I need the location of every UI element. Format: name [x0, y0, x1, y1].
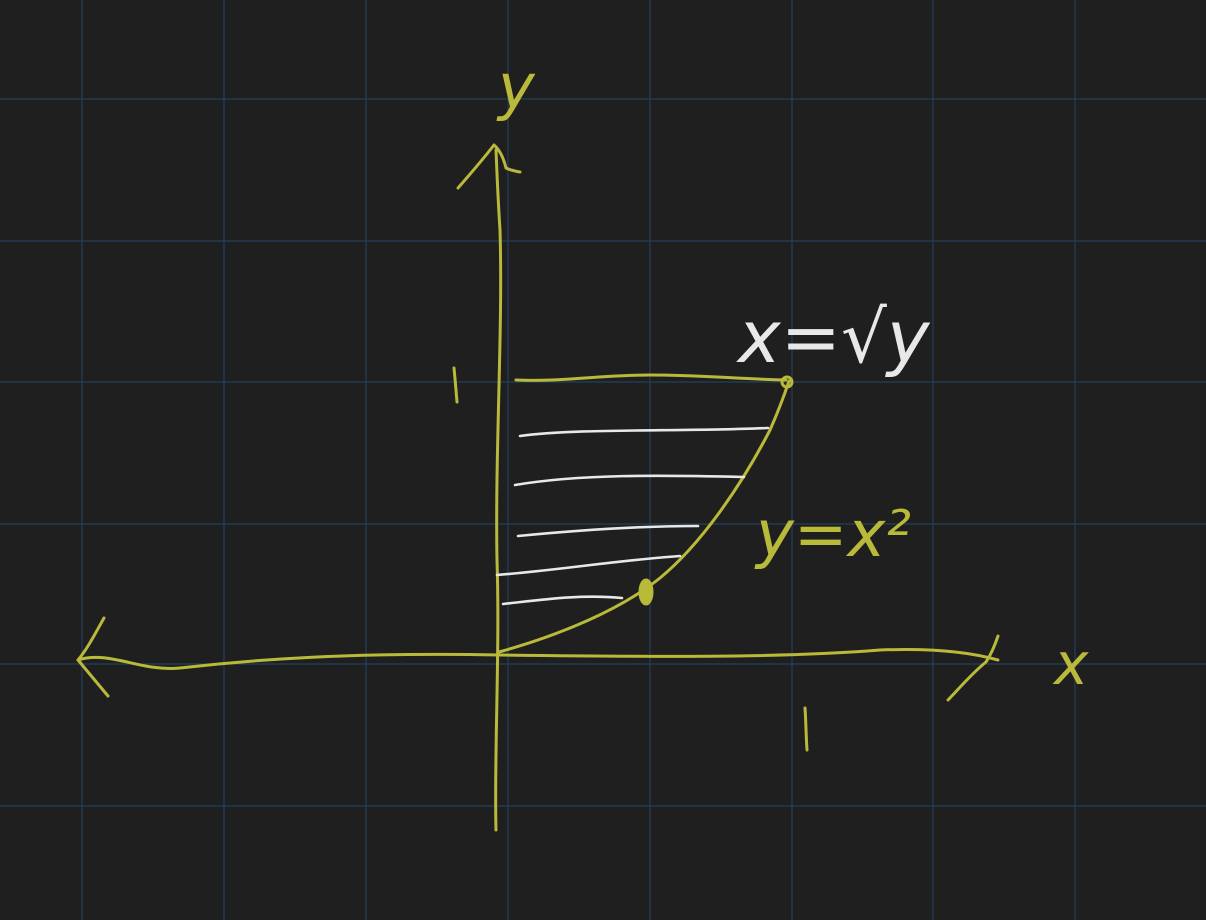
parabola-curve [497, 379, 791, 654]
sample-point-dot [638, 578, 654, 606]
x-axis-arrowhead-right [946, 634, 1000, 702]
top-boundary-line [514, 373, 788, 382]
hatch-line [495, 554, 682, 577]
hatching [495, 426, 770, 606]
hatch-line [513, 474, 746, 487]
hatch-line [501, 595, 624, 606]
x-axis-line [76, 647, 1000, 670]
curve-label-sqrt: x=√y [736, 295, 931, 379]
y-axis-arrowhead [456, 143, 522, 190]
hatch-line [518, 426, 770, 438]
y-axis-label: y [496, 50, 536, 123]
y-axis-line [494, 148, 503, 832]
tick-y-one-mark [452, 366, 459, 404]
curve-label-parabola: y=x² [754, 498, 911, 572]
endpoint-dot-top [780, 375, 794, 389]
hatch-line [516, 524, 700, 538]
tick-x-one-mark [803, 706, 809, 752]
x-axis-arrowhead-left [76, 616, 110, 698]
x-axis-label: x [1052, 630, 1089, 698]
